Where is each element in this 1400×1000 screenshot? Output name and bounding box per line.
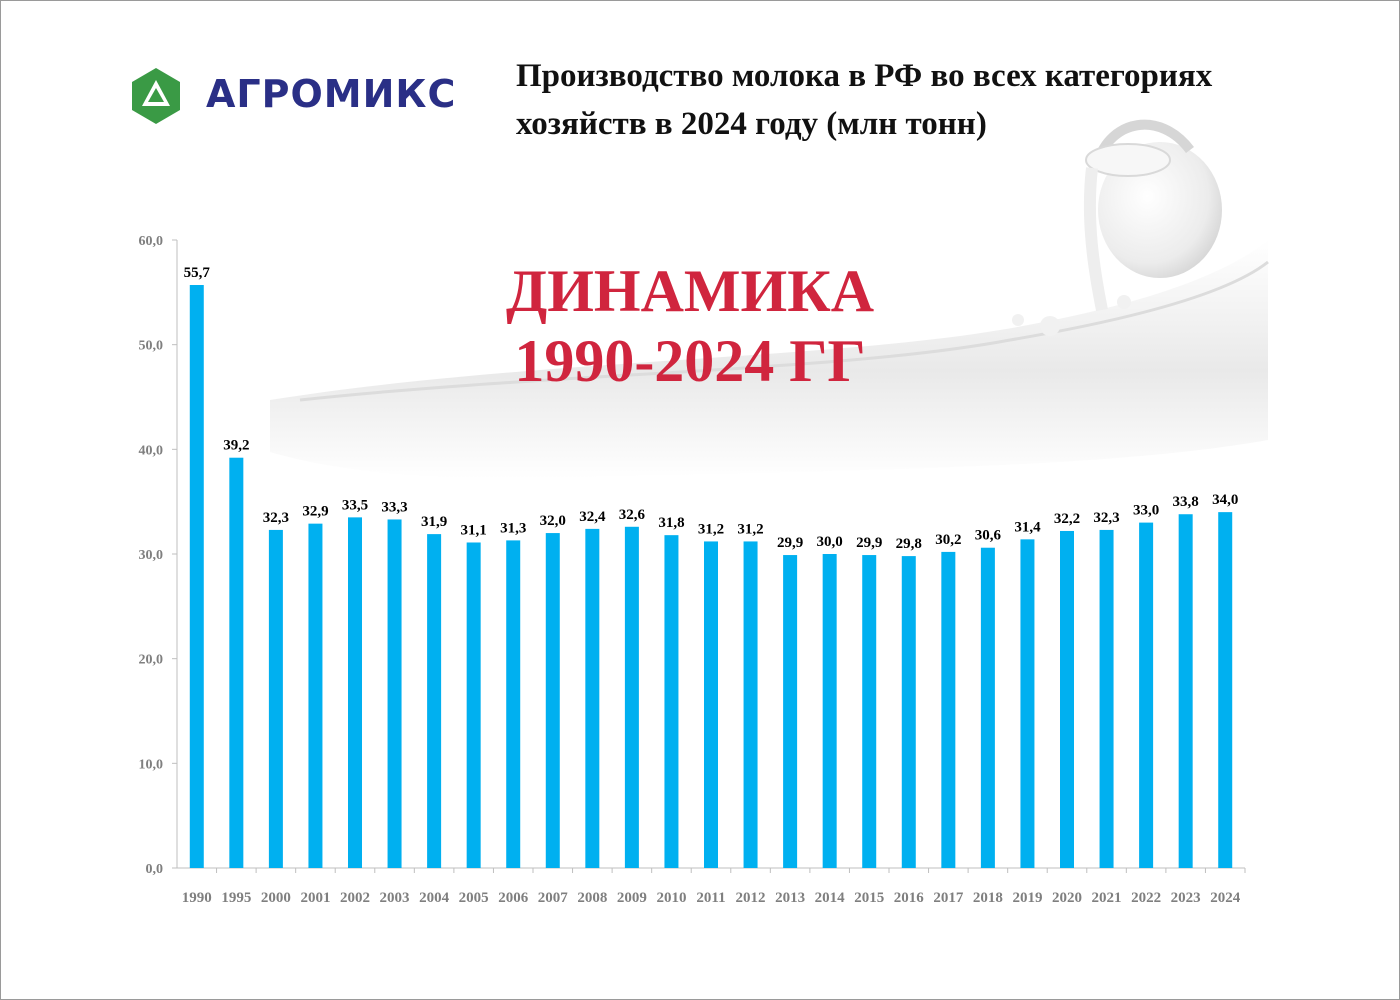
x-tick-label: 2009 — [617, 890, 647, 906]
x-tick-label: 2018 — [973, 890, 1003, 906]
x-tick-label: 2000 — [261, 890, 291, 906]
x-tick-label: 1990 — [182, 890, 212, 906]
bar — [1060, 530, 1074, 868]
bar — [506, 540, 521, 868]
data-label: 29,8 — [896, 536, 922, 552]
bar — [308, 523, 323, 868]
data-label: 32,4 — [579, 509, 606, 525]
bar — [189, 285, 204, 868]
bar — [1218, 512, 1233, 868]
bar — [901, 556, 916, 868]
data-label: 33,8 — [1173, 494, 1199, 510]
data-label: 30,6 — [975, 528, 1002, 544]
data-label: 32,6 — [619, 507, 646, 523]
x-tick-label: 2005 — [459, 890, 489, 906]
bar — [1139, 522, 1154, 868]
bar — [1178, 514, 1193, 868]
bar — [664, 535, 679, 868]
data-label: 31,2 — [698, 521, 724, 537]
y-tick-label: 10,0 — [139, 757, 164, 772]
y-tick-label: 40,0 — [139, 443, 164, 458]
y-tick-label: 0,0 — [146, 862, 164, 877]
y-tick-label: 60,0 — [139, 234, 164, 249]
data-label: 32,3 — [1093, 510, 1119, 526]
dynamics-overlay: ДИНАМИКА 1990-2024 ГГ — [430, 256, 950, 396]
bar — [822, 554, 837, 868]
bar — [624, 526, 639, 868]
x-tick-label: 2015 — [854, 890, 884, 906]
data-label: 31,4 — [1014, 519, 1041, 535]
x-tick-label: 2024 — [1210, 890, 1241, 906]
x-tick-label: 2011 — [696, 890, 725, 906]
data-label: 31,2 — [737, 521, 763, 537]
agromix-logo — [132, 68, 180, 124]
data-label: 29,9 — [777, 535, 803, 551]
y-tick-label: 30,0 — [139, 548, 164, 563]
x-tick-label: 2023 — [1171, 890, 1201, 906]
x-tick-label: 2001 — [300, 890, 330, 906]
chart-title: Производство молока в РФ во всех категор… — [516, 52, 1366, 148]
data-label: 32,9 — [302, 504, 328, 520]
x-tick-label: 1995 — [221, 890, 251, 906]
bar — [743, 541, 758, 868]
x-tick-label: 2006 — [498, 890, 529, 906]
x-tick-label: 2020 — [1052, 890, 1082, 906]
data-label: 33,3 — [381, 499, 407, 515]
bar — [704, 541, 718, 868]
x-tick-label: 2021 — [1092, 890, 1122, 906]
data-label: 31,9 — [421, 514, 447, 530]
x-tick-label: 2010 — [656, 890, 686, 906]
bar — [466, 542, 481, 868]
x-tick-label: 2022 — [1131, 890, 1161, 906]
bar — [387, 519, 402, 868]
title-line-1: Производство молока в РФ во всех категор… — [516, 58, 1213, 94]
title-line-2: хозяйств в 2024 году (млн тонн) — [516, 106, 987, 142]
bar — [348, 517, 362, 868]
y-tick-label: 20,0 — [139, 653, 164, 668]
data-label: 31,1 — [461, 522, 487, 538]
x-tick-label: 2003 — [380, 890, 410, 906]
x-tick-label: 2016 — [894, 890, 925, 906]
x-tick-label: 2019 — [1012, 890, 1042, 906]
x-tick-label: 2002 — [340, 890, 370, 906]
data-label: 29,9 — [856, 535, 882, 551]
data-label: 32,3 — [263, 510, 289, 526]
data-label: 32,0 — [540, 513, 566, 529]
bar — [862, 555, 877, 868]
x-tick-label: 2014 — [815, 890, 846, 906]
data-label: 33,5 — [342, 497, 368, 513]
bar — [427, 534, 442, 868]
bar — [1020, 539, 1035, 868]
overlay-line-2: 1990-2024 ГГ — [514, 328, 866, 394]
x-tick-label: 2017 — [933, 890, 964, 906]
x-tick-label: 2012 — [736, 890, 766, 906]
bar — [545, 533, 560, 868]
logo-text: АГРОМИКС — [206, 72, 457, 116]
data-label: 31,8 — [658, 515, 684, 531]
x-tick-label: 2013 — [775, 890, 805, 906]
y-tick-label: 50,0 — [139, 339, 164, 354]
data-label: 33,0 — [1133, 503, 1159, 519]
data-label: 30,2 — [935, 532, 961, 548]
bar — [1099, 529, 1114, 868]
x-tick-label: 2007 — [538, 890, 569, 906]
x-tick-label: 2008 — [577, 890, 607, 906]
data-label: 34,0 — [1212, 492, 1238, 508]
bar — [783, 555, 798, 868]
bar — [268, 529, 283, 868]
bar — [585, 528, 600, 868]
bar — [980, 547, 995, 868]
bar — [941, 551, 956, 868]
bar — [229, 457, 244, 868]
overlay-line-1: ДИНАМИКА — [505, 258, 875, 324]
data-label: 30,0 — [817, 534, 843, 550]
data-label: 31,3 — [500, 520, 526, 536]
data-label: 32,2 — [1054, 511, 1080, 527]
x-tick-label: 2004 — [419, 890, 450, 906]
data-label: 39,2 — [223, 438, 249, 454]
data-label: 55,7 — [184, 265, 211, 281]
